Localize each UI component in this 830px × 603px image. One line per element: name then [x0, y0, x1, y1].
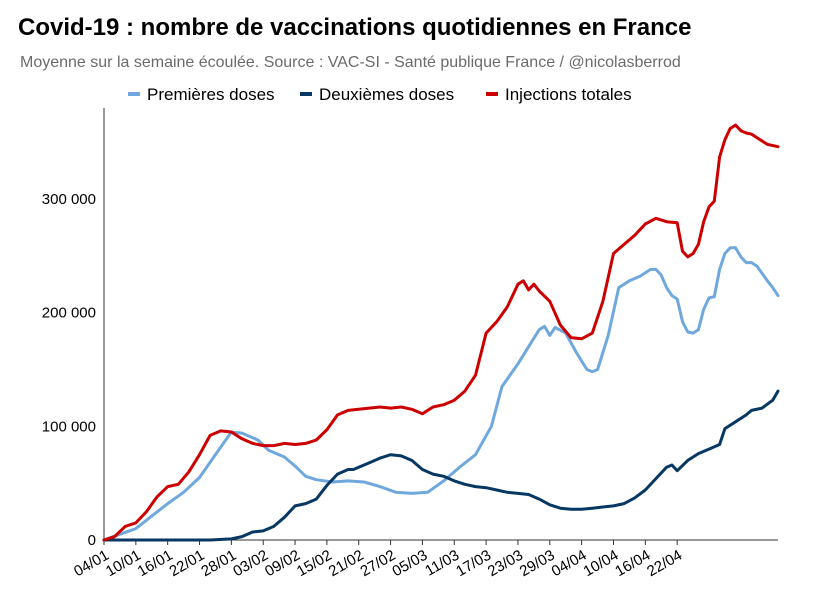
series-lines [102, 123, 780, 542]
series-line-0 [102, 246, 780, 542]
legend-label: Deuxièmes doses [319, 85, 454, 104]
series-line-2 [102, 123, 780, 542]
legend: Premières doses Deuxièmes doses Injections… [128, 85, 632, 104]
legend-label: Injections totales [505, 85, 632, 104]
y-axis: 0 100 000 200 000 300 000 [42, 108, 105, 549]
y-tick-label: 100 000 [42, 418, 96, 435]
x-tick-label: 22/04 [644, 547, 685, 580]
y-tick-label: 0 [88, 532, 96, 549]
y-tick-label: 300 000 [42, 191, 96, 208]
y-tick-label: 200 000 [42, 305, 96, 322]
legend-label: Premières doses [147, 85, 275, 104]
x-axis: 04/0110/0116/0122/0128/0103/0209/0215/02… [71, 539, 778, 580]
chart-subtitle: Moyenne sur la semaine écoulée. Source :… [20, 54, 681, 71]
series-line-1 [102, 389, 780, 542]
chart-title: Covid-19 : nombre de vaccinations quotid… [18, 14, 692, 41]
